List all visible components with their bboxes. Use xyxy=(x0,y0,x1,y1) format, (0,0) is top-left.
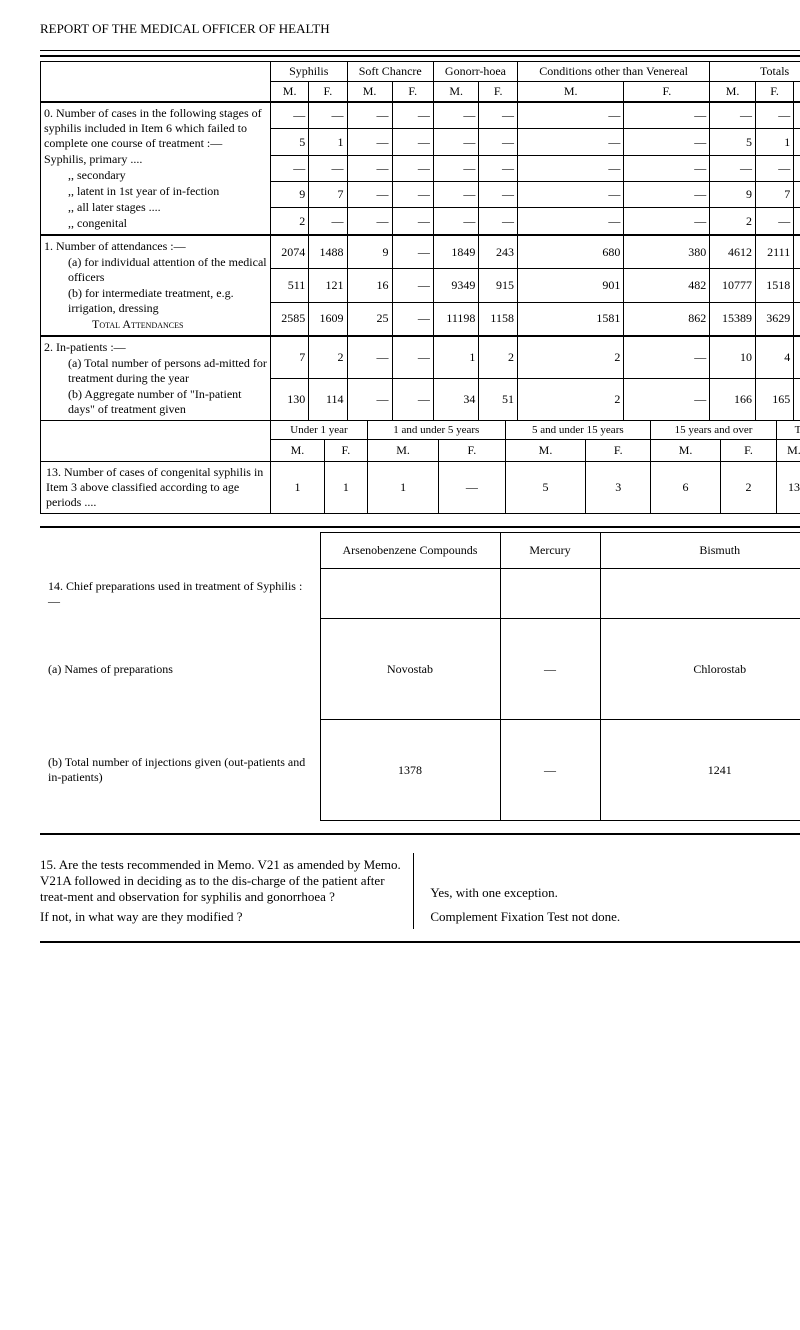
page-header: REPORT OF THE MEDICAL OFFICER OF HEALTH … xyxy=(40,20,800,38)
table-row: 13. Number of cases of congenital syphil… xyxy=(41,462,800,514)
table-header-groups: Under 1 year 1 and under 5 years 5 and u… xyxy=(41,421,800,440)
table-header: Arsenobenzene Compounds Mercury Bismuth xyxy=(40,533,800,569)
table-main: Syphilis Soft Chancre Gonorr-hoea Condit… xyxy=(40,61,800,421)
section-15-answers: Yes, with one exception. Complement Fixa… xyxy=(414,853,800,929)
table-row: 0. Number of cases in the following stag… xyxy=(41,102,800,129)
table-header-groups: Syphilis Soft Chancre Gonorr-hoea Condit… xyxy=(41,62,800,82)
divider xyxy=(40,50,800,51)
section-0-label: 0. Number of cases in the following stag… xyxy=(44,106,267,231)
section-2-label: 2. In-patients :— (a) Total number of pe… xyxy=(44,340,267,417)
table-row: 1. Number of attendances :— (a) for indi… xyxy=(41,235,800,269)
table-row: (b) Total number of injections given (ou… xyxy=(40,720,800,821)
section-15-questions: 15. Are the tests recommended in Memo. V… xyxy=(40,853,414,929)
divider xyxy=(40,526,800,528)
table-row: 2. In-patients :— (a) Total number of pe… xyxy=(41,336,800,379)
divider xyxy=(40,941,800,943)
table-preparations: Arsenobenzene Compounds Mercury Bismuth … xyxy=(40,532,800,821)
section-15: 15. Are the tests recommended in Memo. V… xyxy=(40,853,800,929)
section-1-label: 1. Number of attendances :— (a) for indi… xyxy=(44,239,267,332)
table-row: 14. Chief preparations used in treatment… xyxy=(40,569,800,619)
table-age-periods: Under 1 year 1 and under 5 years 5 and u… xyxy=(40,420,800,514)
table-row: (a) Names of preparations Novostab — Chl… xyxy=(40,619,800,720)
divider xyxy=(40,55,800,57)
report-title: REPORT OF THE MEDICAL OFFICER OF HEALTH xyxy=(40,21,330,37)
divider xyxy=(40,833,800,835)
